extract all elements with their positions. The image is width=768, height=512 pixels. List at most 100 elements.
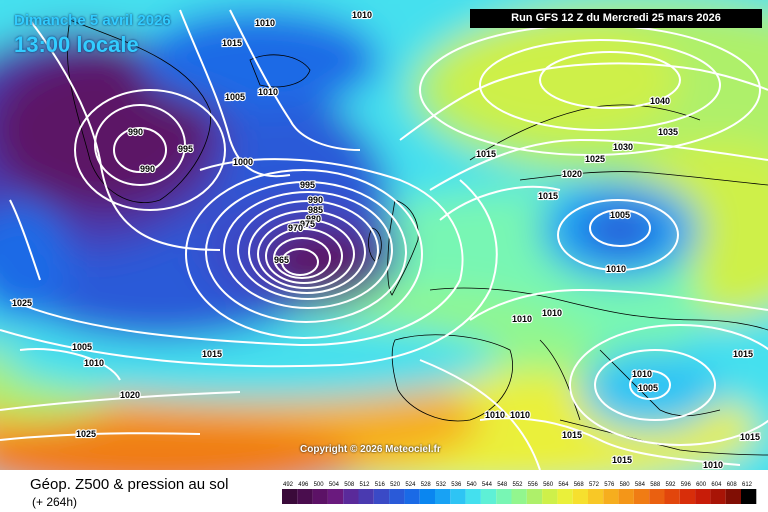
isobar-label-1015: 1015 xyxy=(222,38,242,48)
legend-swatch xyxy=(373,489,390,504)
legend-swatch xyxy=(312,489,328,504)
legend-swatch xyxy=(343,489,359,504)
copyright-notice: Copyright © 2026 Meteociel.fr xyxy=(300,444,441,455)
isobar-label-990: 990 xyxy=(308,195,323,205)
isobar-label-985: 985 xyxy=(308,205,323,215)
isobar-labels: 1010 1010 1010 1015 1005 990 990 995 100… xyxy=(11,9,761,470)
isobar-label-1010: 1010 xyxy=(258,87,278,97)
legend-swatch xyxy=(404,489,420,504)
isobar-label-1040: 1040 xyxy=(650,96,670,106)
legend-label: 496 xyxy=(298,482,309,488)
isobar-label-1010: 1010 xyxy=(703,460,723,470)
legend-label: 576 xyxy=(604,482,615,488)
legend-swatch xyxy=(526,489,543,504)
isobar-label-1010: 1010 xyxy=(632,369,652,379)
isobar-lines xyxy=(0,9,768,470)
legend-label: 592 xyxy=(666,482,677,488)
isobar-label-1035: 1035 xyxy=(658,127,678,137)
legend-swatch xyxy=(633,489,650,504)
legend-label: 548 xyxy=(497,482,508,488)
isobar-label-970: 970 xyxy=(288,223,303,233)
legend-label: 532 xyxy=(436,482,447,488)
isobar-label-1015: 1015 xyxy=(538,191,558,201)
geopotential-map-canvas: 1010 1010 1010 1015 1005 990 990 995 100… xyxy=(0,0,768,470)
legend-swatch xyxy=(282,489,298,504)
legend-swatch xyxy=(297,489,313,504)
legend-label: 588 xyxy=(650,482,661,488)
isobar-label-990: 990 xyxy=(128,127,143,137)
legend-label: 552 xyxy=(513,482,524,488)
isobar-label-990: 990 xyxy=(140,164,155,174)
isobar-label-995: 995 xyxy=(178,144,193,154)
legend-swatch xyxy=(572,489,588,504)
legend-swatch xyxy=(664,489,680,504)
legend-swatch xyxy=(542,489,558,504)
legend-swatch xyxy=(496,489,512,504)
legend-swatch xyxy=(603,489,619,504)
isobar-label-1005: 1005 xyxy=(610,210,630,220)
legend-label: 572 xyxy=(589,482,600,488)
legend-swatch xyxy=(649,489,665,504)
isobar-label-1020: 1020 xyxy=(120,390,140,400)
legend-swatch xyxy=(435,489,451,504)
isobar-label-1015: 1015 xyxy=(202,349,222,359)
legend-swatch xyxy=(465,489,481,504)
forecast-date: Dimanche 5 avril 2026 xyxy=(14,12,171,29)
legend-label: 504 xyxy=(329,482,340,488)
legend-swatch xyxy=(710,489,726,504)
isobar-label-1025: 1025 xyxy=(76,429,96,439)
isobar-965 xyxy=(281,248,319,276)
legend-label: 516 xyxy=(375,482,386,488)
isobar-label-1010: 1010 xyxy=(485,410,505,420)
legend-swatch xyxy=(725,489,741,504)
isobar-label-975: 975 xyxy=(300,219,315,229)
isobar-label-1030: 1030 xyxy=(613,142,633,152)
isobar-label-1015: 1015 xyxy=(562,430,582,440)
isobar-label-1015: 1015 xyxy=(612,455,632,465)
isobar-label-980: 980 xyxy=(306,214,321,224)
isobar-label-1015: 1015 xyxy=(733,349,753,359)
isobar-label-1010: 1010 xyxy=(352,10,372,20)
legend-swatch xyxy=(679,489,696,504)
legend-swatch xyxy=(695,489,711,504)
legend-label: 500 xyxy=(314,482,325,488)
legend-label: 564 xyxy=(558,482,569,488)
legend-swatch xyxy=(557,489,573,504)
isobar-label-1025: 1025 xyxy=(12,298,32,308)
legend-swatch xyxy=(511,489,527,504)
legend-label: 492 xyxy=(283,482,294,488)
legend-label: 580 xyxy=(620,482,631,488)
legend-label: 604 xyxy=(711,482,722,488)
legend-label: 612 xyxy=(742,482,753,488)
isobar-label-1005: 1005 xyxy=(225,92,245,102)
legend-swatch xyxy=(480,489,497,504)
legend-label: 560 xyxy=(543,482,554,488)
isobar-label-1015: 1015 xyxy=(740,432,760,442)
isobar-970 xyxy=(273,237,331,279)
legend-swatch xyxy=(741,489,757,504)
coastlines xyxy=(66,19,768,456)
legend-swatch xyxy=(358,489,374,504)
legend-label: 544 xyxy=(482,482,493,488)
legend-label: 556 xyxy=(528,482,539,488)
legend-label: 584 xyxy=(635,482,646,488)
isobar-label-1010: 1010 xyxy=(84,358,104,368)
legend-label: 540 xyxy=(467,482,478,488)
legend-label: 608 xyxy=(727,482,738,488)
isobar-label-1010: 1010 xyxy=(512,314,532,324)
legend-label: 508 xyxy=(344,482,355,488)
legend-swatch xyxy=(618,489,634,504)
forecast-map: 1010 1010 1010 1015 1005 990 990 995 100… xyxy=(0,0,768,470)
legend-swatch xyxy=(389,489,405,504)
isobar-label-965: 965 xyxy=(274,255,289,265)
isobar-label-1015: 1015 xyxy=(476,149,496,159)
map-footer: Géop. Z500 & pression au sol (+ 264h) 49… xyxy=(0,470,768,512)
isobar-label-1005: 1005 xyxy=(638,383,658,393)
model-run-banner: Run GFS 12 Z du Mercredi 25 mars 2026 xyxy=(470,9,762,28)
legend-label: 536 xyxy=(451,482,462,488)
legend-label: 512 xyxy=(360,482,371,488)
isobar-label-1025: 1025 xyxy=(585,154,605,164)
isobar-label-1010: 1010 xyxy=(255,18,275,28)
isobar-label-1005: 1005 xyxy=(72,342,92,352)
